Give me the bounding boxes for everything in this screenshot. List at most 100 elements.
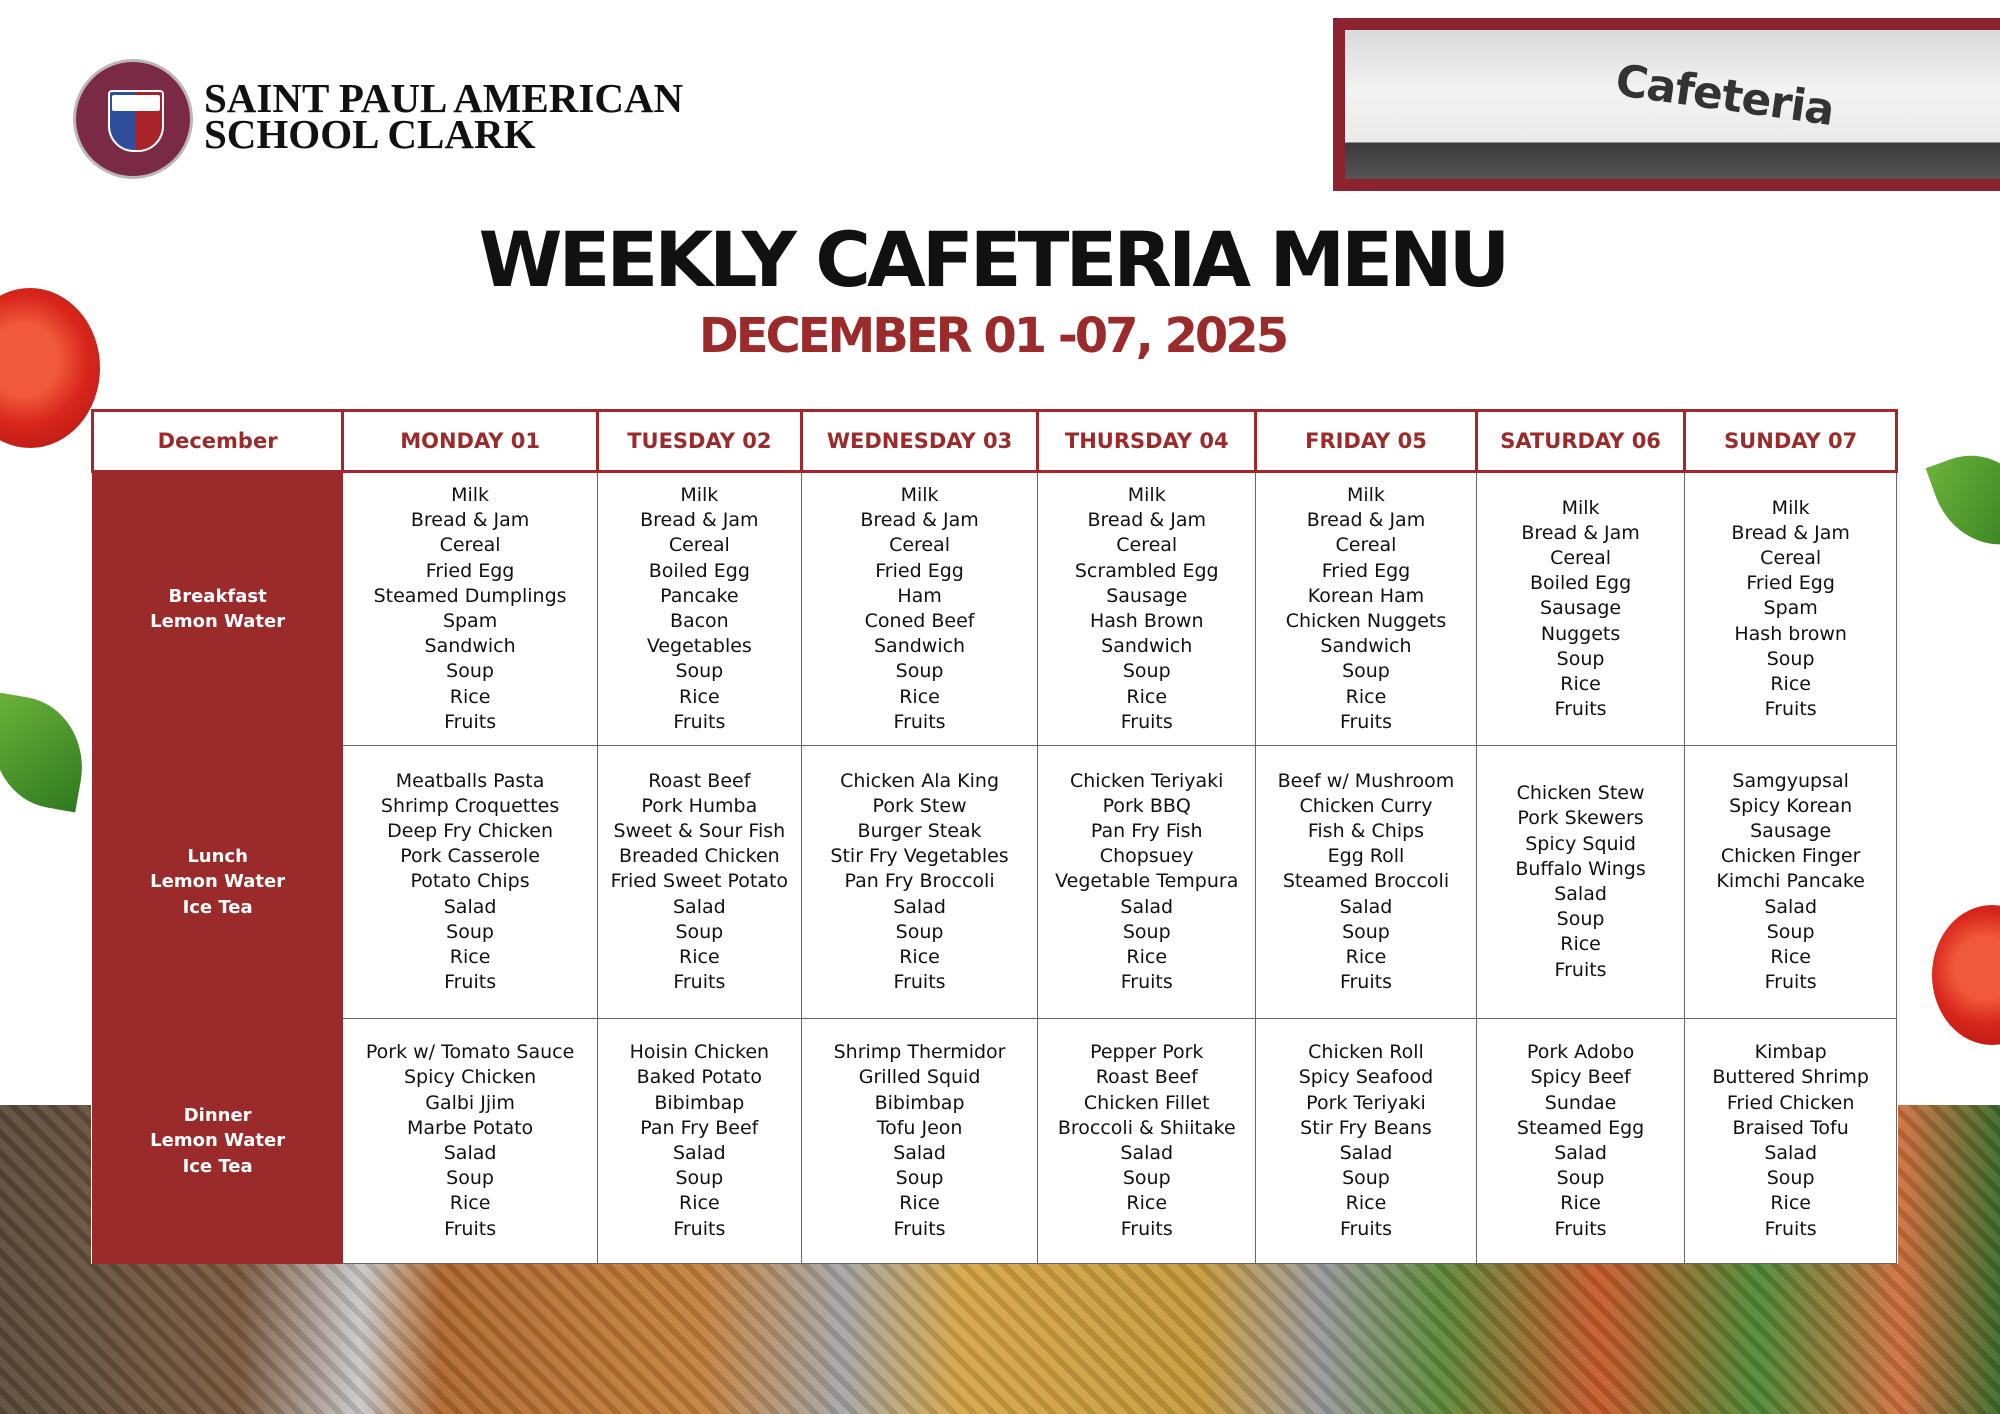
menu-item: Cereal — [1116, 534, 1178, 557]
menu-item: Salad — [1339, 1142, 1393, 1164]
menu-item: Shrimp Croquettes — [380, 794, 560, 817]
menu-item: Steamed Broccoli — [1282, 870, 1450, 893]
menu-item: Rice — [679, 685, 720, 708]
menu-item: Salad — [1554, 1142, 1607, 1164]
menu-item: Milk — [680, 483, 719, 506]
menu-item: Fruits — [1764, 698, 1817, 721]
meal-label: Breakfast Lemon Water — [91, 471, 344, 746]
day-header: WEDNESDAY 03 — [799, 409, 1040, 473]
menu-item: Ham — [897, 584, 942, 607]
menu-item: Fish & Chips — [1307, 819, 1425, 842]
menu-item: Soup — [675, 920, 724, 943]
menu-item: Pork Adobo — [1526, 1041, 1635, 1064]
menu-item: Spicy Squid — [1525, 832, 1636, 855]
cafeteria-sign: Cafeteria — [1612, 54, 1837, 137]
meal-label-line: Ice Tea — [182, 1155, 253, 1177]
menu-item: Rice — [1770, 946, 1811, 968]
meal-label-line: Dinner — [183, 1105, 252, 1127]
menu-item: Rice — [899, 685, 940, 708]
menu-item: Cereal — [889, 534, 951, 557]
menu-item: Fruits — [444, 971, 497, 994]
menu-item: Soup — [1122, 1167, 1171, 1190]
menu-item: Fruits — [1554, 958, 1607, 981]
header-row: December MONDAY 01 TUESDAY 02 WEDNESDAY 03… — [90, 409, 1898, 473]
menu-item: Sweet & Sour Fish — [613, 819, 786, 842]
menu-item: Salad — [672, 895, 726, 918]
menu-item: Stir Fry Vegetables — [830, 845, 1009, 868]
menu-item: Shrimp Thermidor — [833, 1041, 1006, 1064]
menu-item: Spicy Seafood — [1298, 1066, 1434, 1089]
meal-label: Lunch Lemon Water Ice Tea — [91, 745, 344, 1019]
menu-item: Milk — [1346, 483, 1385, 506]
menu-item: Spam — [442, 610, 498, 632]
menu-item: Soup — [1342, 1167, 1390, 1190]
menu-cell: Pepper Pork Roast Beef Chicken Fillet Brocc… — [1037, 1018, 1257, 1264]
menu-item: Rice — [899, 1192, 940, 1215]
meal-row: Dinner Lemon Water Ice Tea Pork w/ Tomato S… — [91, 1018, 1897, 1264]
menu-item: Breaded Chicken — [618, 845, 780, 868]
menu-item: Soup — [1556, 908, 1605, 931]
menu-item: Soup — [1556, 1167, 1605, 1190]
menu-item: Fruits — [444, 710, 497, 733]
menu-item: Bread & Jam — [410, 509, 530, 532]
menu-item: Rice — [1345, 946, 1387, 968]
menu-cell: Beef w/ Mushroom Chicken Curry Fish & Chip… — [1255, 745, 1477, 1019]
menu-item: Scrambled Egg — [1074, 559, 1219, 582]
menu-item: Braised Tofu — [1732, 1116, 1849, 1139]
menu-item: Steamed Egg — [1516, 1116, 1645, 1139]
day-header: MONDAY 01 — [341, 409, 599, 473]
menu-cell: Milk Bread & Jam Cereal Fried Egg Spam Hash b… — [1684, 471, 1897, 746]
school-name-line1: SAINT PAUL AMERICAN — [204, 75, 684, 121]
menu-item: Sausage — [1750, 819, 1832, 842]
menu-item: Rice — [679, 1192, 720, 1215]
menu-cell: Meatballs Pasta Shrimp Croquettes Deep Fry… — [342, 745, 598, 1019]
menu-item: Pan Fry Broccoli — [844, 870, 995, 893]
menu-item: Soup — [1766, 647, 1815, 670]
meal-label-line: Breakfast — [168, 585, 267, 607]
menu-item: Rice — [1560, 933, 1601, 956]
menu-item: Pepper Pork — [1090, 1041, 1204, 1064]
menu-item: Bread & Jam — [1306, 509, 1426, 532]
menu-item: Salad — [443, 1142, 497, 1164]
meal-row: Lunch Lemon Water Ice Tea Meatballs Pasta Sh… — [91, 745, 1897, 1019]
menu-item: Fruits — [444, 1217, 497, 1240]
menu-item: Bacon — [669, 610, 729, 632]
menu-item: Rice — [1770, 1192, 1811, 1215]
menu-item: Egg Roll — [1327, 845, 1405, 868]
menu-cell: Kimbap Buttered Shrimp Fried Chicken Braise… — [1684, 1018, 1897, 1264]
menu-item: Chicken Roll — [1308, 1041, 1424, 1064]
menu-item: Potato Chips — [410, 870, 530, 893]
menu-item: Salad — [1764, 1142, 1817, 1164]
menu-item: Sausage — [1106, 584, 1188, 607]
menu-item: Sandwich — [873, 635, 966, 658]
menu-item: Soup — [895, 660, 944, 683]
menu-item: Rice — [1126, 685, 1168, 708]
menu-item: Pork w/ Tomato Sauce — [365, 1041, 575, 1064]
menu-item: Hash Brown — [1089, 610, 1204, 632]
menu-item: Roast Beef — [1095, 1066, 1198, 1089]
menu-item: Sandwich — [1101, 635, 1193, 658]
menu-item: Soup — [675, 660, 724, 683]
menu-item: Pan Fry Fish — [1090, 819, 1203, 842]
menu-item: Soup — [1556, 647, 1605, 670]
menu-item: Soup — [1122, 920, 1171, 943]
menu-item: Bread & Jam — [1521, 521, 1640, 544]
menu-item: Fried Egg — [1746, 572, 1835, 595]
menu-item: Fruits — [1120, 1217, 1173, 1240]
menu-item: Fruits — [1339, 710, 1392, 733]
menu-item: Bibimbap — [874, 1091, 965, 1114]
menu-item: Soup — [1766, 1167, 1815, 1190]
menu-item: Soup — [1342, 920, 1390, 943]
menu-item: Salad — [1120, 895, 1174, 918]
menu-item: Rice — [1770, 673, 1811, 695]
meal-label-line: Lemon Water — [150, 611, 286, 632]
menu-cell: Chicken Roll Spicy Seafood Pork Teriyaki St… — [1255, 1018, 1477, 1264]
menu-item: Steamed Dumplings — [373, 584, 567, 607]
leaf-decoration-left — [0, 692, 94, 813]
menu-item: Broccoli & Shiitake — [1057, 1116, 1236, 1139]
menu-item: Boiled Egg — [648, 559, 750, 582]
menu-item: Korean Ham — [1307, 584, 1425, 607]
menu-item: Fried Egg — [1321, 559, 1411, 582]
menu-item: Pork Casserole — [400, 845, 540, 868]
menu-item: Cereal — [439, 534, 501, 557]
